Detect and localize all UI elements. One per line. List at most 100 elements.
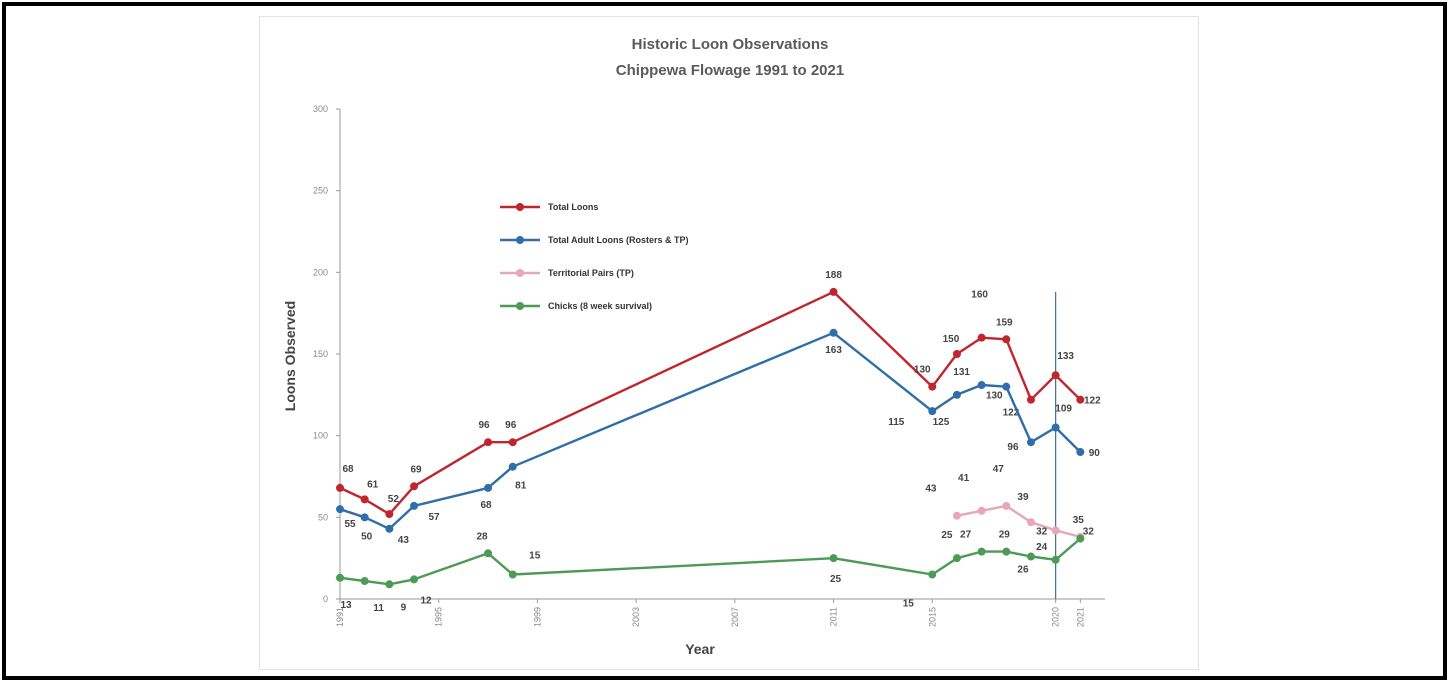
- data-label: 159: [996, 317, 1013, 328]
- data-point: [508, 462, 517, 471]
- series-1: 55 50 43 57 68 81 163 115 125 131 130 96 109 90: [336, 328, 1101, 546]
- data-point: [336, 573, 344, 582]
- data-label: 26: [1017, 565, 1029, 576]
- data-point: [1076, 448, 1085, 456]
- data-point: [360, 577, 369, 586]
- data-label: 47: [993, 464, 1005, 475]
- data-label: 52: [388, 494, 400, 505]
- legend-swatch-marker: [516, 269, 524, 277]
- y-tick-label: 250: [313, 186, 328, 196]
- x-axis-title: Year: [685, 641, 715, 657]
- data-label: 27: [960, 530, 972, 541]
- data-point: [952, 350, 961, 358]
- data-label: 160: [971, 290, 988, 301]
- data-label: 55: [344, 519, 356, 530]
- loon-observations-chart: Historic Loon Observations Chippewa Flow…: [282, 36, 1105, 657]
- chart-subtitle: Chippewa Flowage 1991 to 2021: [616, 62, 844, 79]
- legend-entry-label: Total Adult Loons (Rosters & TP): [548, 235, 689, 245]
- data-label: 15: [529, 551, 541, 562]
- data-point: [829, 328, 838, 337]
- data-point: [1051, 555, 1060, 564]
- data-point: [977, 547, 986, 556]
- data-label: 69: [410, 464, 422, 475]
- data-point: [1051, 526, 1060, 535]
- x-tick-label: 2011: [829, 607, 839, 626]
- data-point: [360, 495, 369, 504]
- data-point: [410, 501, 419, 510]
- y-tick-label: 100: [313, 431, 328, 441]
- data-point: [1026, 438, 1035, 447]
- data-label: 61: [367, 479, 379, 490]
- data-label: 96: [1007, 442, 1019, 453]
- data-label: 109: [1055, 404, 1072, 415]
- data-label: 133: [1057, 351, 1074, 362]
- series-line: [956, 504, 1081, 539]
- y-tick-label: 50: [318, 512, 328, 522]
- data-label: 25: [941, 530, 953, 541]
- data-label: 90: [1089, 448, 1101, 459]
- x-tick-label: 1991: [335, 607, 345, 627]
- data-point: [977, 381, 986, 390]
- y-tick-label: 150: [313, 349, 328, 359]
- x-tick-label: 2021: [1075, 607, 1085, 627]
- data-label: 9: [401, 602, 407, 613]
- data-point: [1026, 552, 1035, 561]
- data-point: [1026, 395, 1035, 404]
- data-point: [977, 333, 986, 342]
- x-tick-label: 2020: [1051, 607, 1061, 627]
- data-point: [484, 483, 493, 492]
- series-3: 13 11 9 12 28 15 25 15 25 27 29 26 24 32: [336, 527, 1094, 614]
- data-label: 81: [515, 481, 527, 492]
- data-label: 43: [925, 484, 937, 495]
- data-label: 130: [914, 365, 931, 376]
- data-point: [928, 407, 937, 416]
- data-point: [1002, 547, 1011, 556]
- data-point: [484, 438, 493, 447]
- data-label: 11: [373, 603, 384, 614]
- data-point: [1002, 335, 1011, 344]
- data-point: [410, 575, 419, 584]
- data-point: [508, 570, 517, 579]
- chart-title: Historic Loon Observations: [632, 36, 829, 53]
- data-point: [829, 554, 838, 563]
- y-tick-label: 0: [323, 594, 328, 604]
- legend-entry-label: Total Loons: [548, 202, 598, 212]
- series-line: [339, 331, 1082, 530]
- data-point: [1002, 501, 1011, 510]
- chart-panel: Historic Loon Observations Chippewa Flow…: [259, 16, 1199, 670]
- data-label: 15: [903, 599, 915, 610]
- data-point: [1002, 382, 1011, 391]
- data-point: [360, 513, 369, 522]
- legend-swatch-marker: [516, 236, 524, 244]
- data-label: 188: [825, 270, 842, 281]
- series-line: [339, 290, 1082, 516]
- x-tick-label: 1999: [532, 607, 542, 627]
- x-tick-label: 1995: [434, 607, 444, 627]
- data-label: 43: [398, 535, 410, 546]
- data-point: [977, 506, 986, 515]
- axes-group: 0 50 100 150 200 250 300 1991 1995 1999 2003 2007 20…: [313, 104, 1105, 627]
- data-label: 96: [479, 420, 491, 431]
- data-point: [952, 554, 961, 563]
- data-point: [385, 580, 394, 589]
- series-2: 43 41 47 39 32 35: [925, 464, 1085, 541]
- data-point: [410, 482, 419, 491]
- data-label: 41: [958, 473, 970, 484]
- data-label: 150: [943, 334, 960, 345]
- x-tick-label: 2003: [631, 607, 641, 627]
- data-point: [1026, 518, 1035, 527]
- data-point: [336, 505, 344, 514]
- data-point: [928, 570, 937, 579]
- data-point: [1076, 395, 1085, 404]
- legend-swatch-marker: [516, 203, 524, 211]
- data-label: 125: [933, 417, 950, 428]
- data-label: 35: [1073, 515, 1085, 526]
- data-label: 57: [428, 512, 440, 523]
- data-label: 28: [477, 531, 489, 542]
- legend-swatch-marker: [516, 302, 524, 310]
- data-point: [508, 438, 517, 447]
- data-point: [952, 511, 961, 520]
- data-label: 130: [986, 391, 1003, 402]
- data-label: 29: [999, 530, 1011, 541]
